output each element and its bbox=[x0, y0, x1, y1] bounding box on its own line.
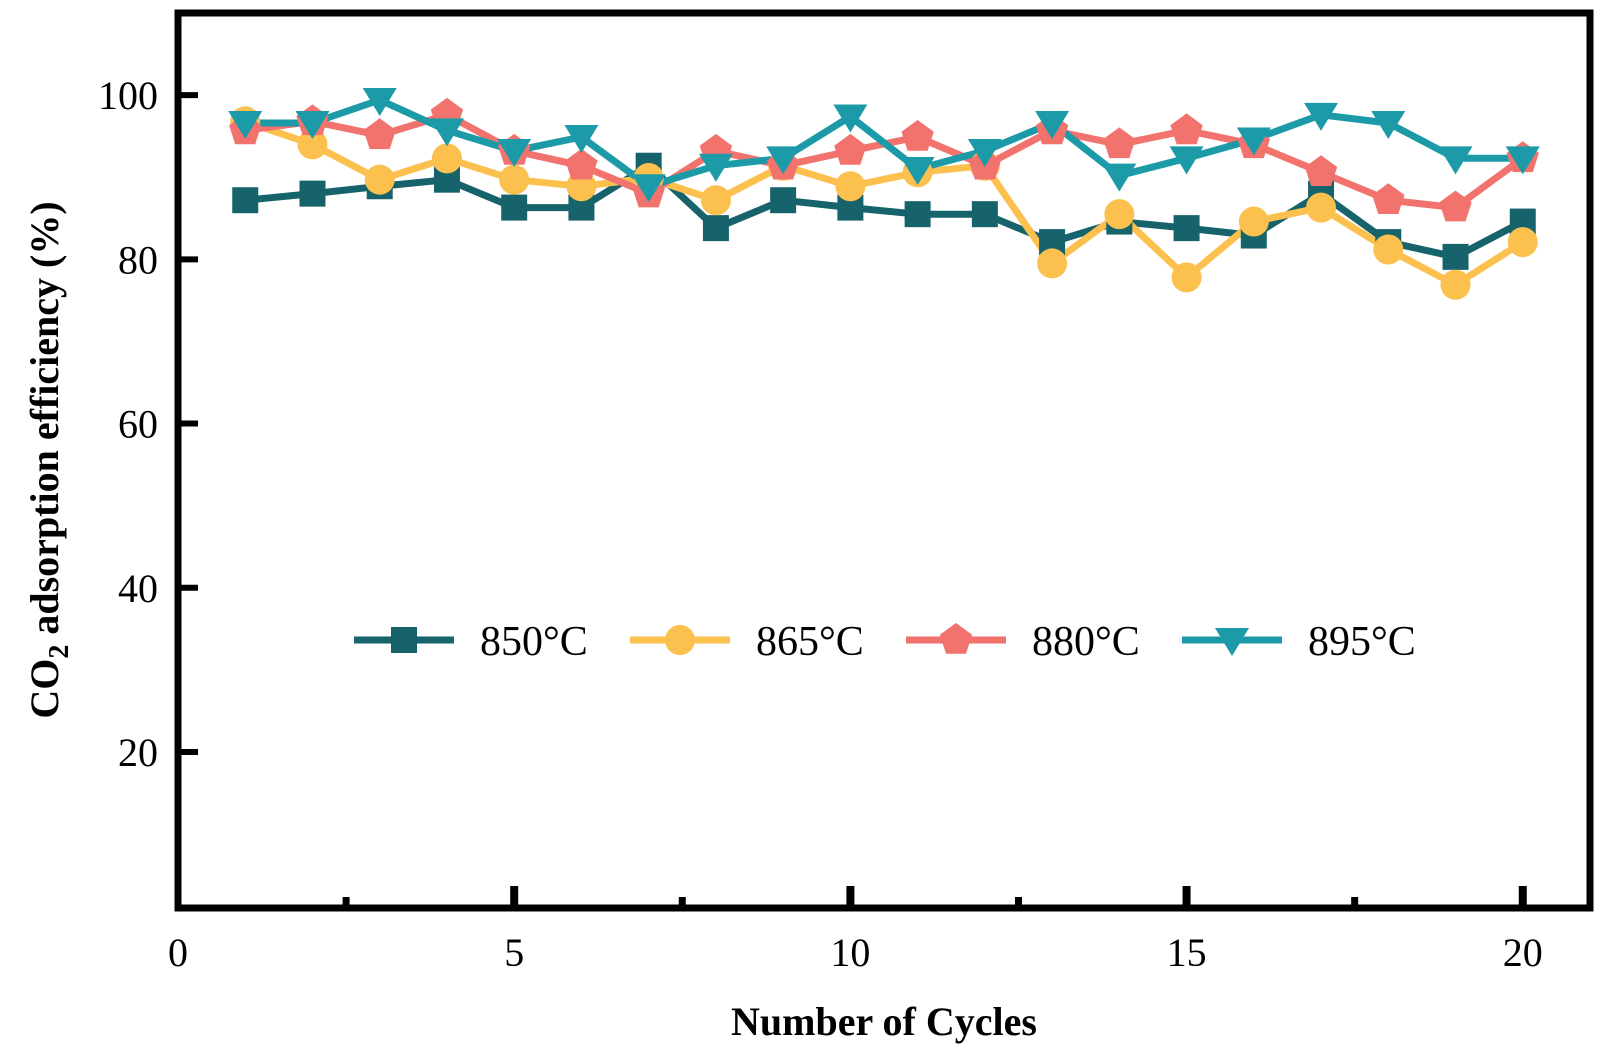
series-3-point-14 bbox=[1169, 146, 1204, 175]
legend-marker-2 bbox=[939, 623, 973, 654]
legend: 850°C 865°C 880°C 895°C bbox=[354, 619, 1416, 665]
y-tick-label-4: 100 bbox=[98, 73, 158, 118]
series-1-point-2 bbox=[364, 164, 395, 195]
legend-marker-0 bbox=[391, 627, 417, 653]
series-1-point-18 bbox=[1440, 269, 1471, 300]
series-3-point-5 bbox=[564, 124, 599, 153]
series-2-point-9 bbox=[834, 133, 867, 165]
series-3-point-3 bbox=[429, 118, 464, 147]
y-tick-label-3: 80 bbox=[118, 237, 158, 282]
series-0-point-14 bbox=[1173, 215, 1200, 242]
series-0-point-18 bbox=[1442, 243, 1469, 270]
legend-label-2: 880°C bbox=[1032, 619, 1140, 665]
series-2-point-18 bbox=[1439, 190, 1472, 222]
x-tick-label-2: 10 bbox=[830, 930, 870, 975]
series-3-point-17 bbox=[1371, 111, 1406, 140]
series-3-point-15 bbox=[1236, 127, 1271, 156]
x-tick-label-3: 15 bbox=[1167, 930, 1207, 975]
series-1-point-12 bbox=[1037, 248, 1068, 279]
series-1-point-13 bbox=[1104, 199, 1135, 230]
series-1-point-14 bbox=[1171, 262, 1202, 293]
axis-tick-labels: 0 5 10 15 20 20 40 60 80 100 bbox=[98, 73, 1543, 975]
series-2-point-14 bbox=[1170, 113, 1203, 145]
series-1-point-17 bbox=[1373, 234, 1404, 265]
y-axis-title-main: CO bbox=[22, 659, 67, 719]
series-markers bbox=[228, 88, 1540, 300]
series-0-point-4 bbox=[501, 194, 528, 221]
series-2-point-16 bbox=[1304, 155, 1338, 186]
series-0-point-7 bbox=[702, 215, 729, 242]
series-2-point-13 bbox=[1103, 127, 1136, 159]
y-axis-title-rest: adsorption efficiency (%) bbox=[22, 201, 67, 644]
series-2-point-5 bbox=[565, 148, 598, 180]
legend-label-1: 865°C bbox=[756, 619, 864, 665]
plot-frame bbox=[174, 9, 1594, 912]
legend-label-3: 895°C bbox=[1308, 619, 1416, 665]
series-1-point-7 bbox=[700, 185, 731, 216]
y-tick-label-2: 60 bbox=[118, 402, 158, 447]
series-3-point-7 bbox=[698, 153, 733, 182]
y-tick-label-0: 20 bbox=[118, 730, 158, 775]
series-2-point-17 bbox=[1372, 183, 1405, 214]
series-1-point-16 bbox=[1306, 192, 1337, 223]
y-axis-title-subscript: 2 bbox=[44, 645, 75, 659]
series-3-point-12 bbox=[1035, 111, 1070, 140]
series-3-point-13 bbox=[1102, 163, 1137, 192]
series-0-point-1 bbox=[299, 180, 326, 207]
series-1-point-4 bbox=[499, 164, 530, 195]
x-tick-label-1: 5 bbox=[504, 930, 524, 975]
legend-marker-1 bbox=[665, 625, 695, 655]
series-0-point-8 bbox=[770, 187, 797, 214]
x-tick-label-0: 0 bbox=[168, 930, 188, 975]
series-3-point-6 bbox=[631, 174, 666, 203]
series-3-point-19 bbox=[1505, 146, 1540, 175]
series-0-point-11 bbox=[971, 201, 998, 228]
series-3-point-16 bbox=[1304, 102, 1339, 131]
series-0-point-0 bbox=[232, 187, 259, 214]
x-axis-title: Number of Cycles bbox=[731, 999, 1037, 1044]
series-3-point-8 bbox=[766, 146, 801, 175]
series-0-point-10 bbox=[904, 201, 931, 228]
legend-label-0: 850°C bbox=[480, 619, 588, 665]
series-3-point-0 bbox=[228, 111, 263, 140]
series-line-3 bbox=[245, 96, 1523, 190]
series-2-point-2 bbox=[363, 118, 396, 150]
axis-ticks bbox=[178, 92, 1527, 908]
legend-marker-3 bbox=[1215, 628, 1249, 656]
series-1-point-19 bbox=[1507, 227, 1538, 258]
series-3-point-18 bbox=[1438, 146, 1473, 175]
y-tick-label-1: 40 bbox=[118, 566, 158, 611]
series-3-point-9 bbox=[833, 104, 868, 133]
series-1-point-3 bbox=[431, 143, 462, 174]
x-tick-label-4: 20 bbox=[1503, 930, 1543, 975]
series-3-point-1 bbox=[295, 111, 330, 140]
series-1-point-1 bbox=[297, 129, 328, 160]
y-axis-title: CO2 adsorption efficiency (%) bbox=[22, 201, 75, 718]
series-3-point-11 bbox=[967, 138, 1002, 167]
series-1-point-15 bbox=[1238, 206, 1269, 237]
series-3-point-4 bbox=[497, 138, 532, 167]
series-3-point-2 bbox=[362, 88, 397, 117]
series-2-point-10 bbox=[901, 120, 934, 151]
series-1-point-9 bbox=[835, 171, 866, 202]
series-3-point-10 bbox=[900, 157, 935, 186]
